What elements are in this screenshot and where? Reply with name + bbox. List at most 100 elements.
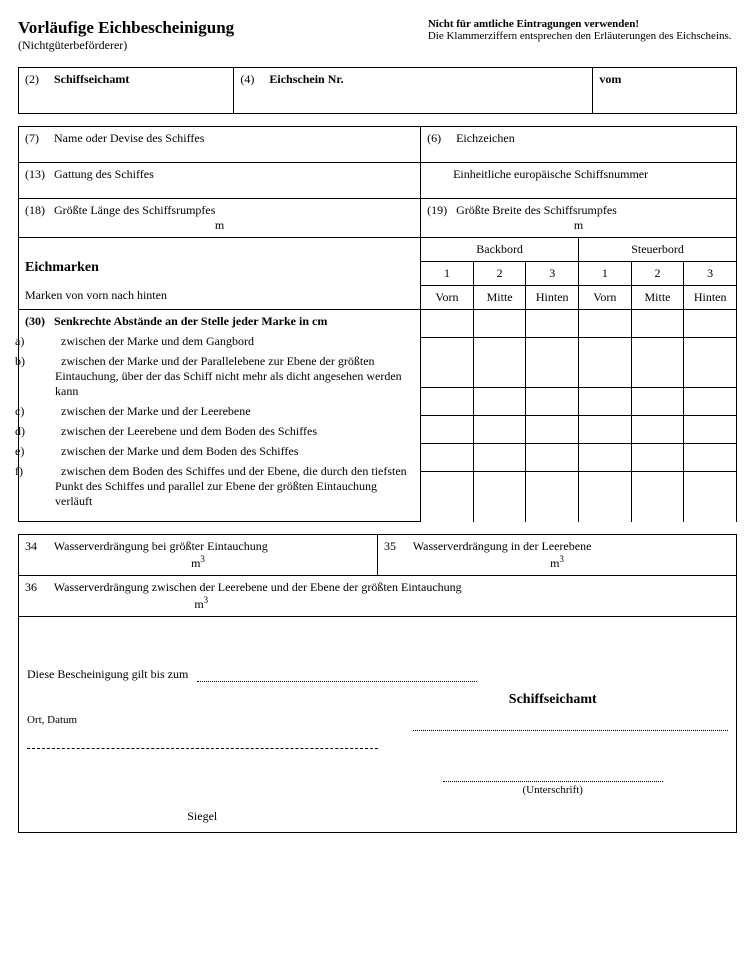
g-c6 — [684, 388, 737, 416]
num-13: (13) — [25, 167, 51, 182]
title-sub: (Nichtgüterbeförderer) — [18, 38, 428, 53]
eichmarken-subtitle: Marken von vorn nach hinten — [25, 288, 414, 303]
label-35: Wasserverdrängung in der Leerebene — [413, 539, 592, 553]
sig-right: Schiffseichamt (Unterschrift) — [378, 692, 729, 824]
cell-eichmarken-title: Eichmarken Marken von vorn nach hinten — [19, 238, 421, 310]
g-d4 — [579, 416, 632, 444]
label-34: Wasserverdrängung bei größter Eintauchun… — [54, 539, 268, 553]
g-d1 — [421, 416, 474, 444]
g-f6 — [684, 472, 737, 522]
num-6: (6) — [427, 131, 453, 146]
cell-36: 36 Wasserverdrängung zwischen der Leereb… — [19, 576, 737, 617]
num-19: (19) — [427, 203, 453, 218]
g-e6 — [684, 444, 737, 472]
num-35: 35 — [384, 539, 410, 554]
num-7: (7) — [25, 131, 51, 146]
g-e2 — [473, 444, 526, 472]
g-e1 — [421, 444, 474, 472]
g-c2 — [473, 388, 526, 416]
cell-name-devise: (7) Name oder Devise des Schiffes — [19, 127, 421, 163]
dotted-line-right — [413, 730, 728, 731]
header-right: Nicht für amtliche Eintragungen verwende… — [428, 18, 737, 53]
document-header: Vorläufige Eichbescheinigung (Nichtgüter… — [18, 18, 737, 53]
g-d5 — [631, 416, 684, 444]
g-a4 — [579, 310, 632, 338]
item-30e: zwischen der Marke und dem Boden des Sch… — [61, 444, 298, 458]
g-a6 — [684, 310, 737, 338]
head-backbord: Backbord — [421, 238, 579, 262]
label-eni: Einheitliche europäische Schiffsnummer — [427, 167, 648, 181]
g-e5 — [631, 444, 684, 472]
valid-until: Diese Bescheinigung gilt bis zum — [27, 667, 728, 682]
label-name-devise: Name oder Devise des Schiffes — [54, 131, 204, 145]
schiffseichamt-label: Schiffseichamt — [378, 692, 729, 708]
pos-s-mitte: Mitte — [631, 286, 684, 310]
unit-35: m3 — [384, 554, 730, 571]
col-b2: 2 — [473, 262, 526, 286]
g-e3 — [526, 444, 579, 472]
header-notice-bold: Nicht für amtliche Eintragungen verwende… — [428, 18, 737, 30]
cell-gattung: (13) Gattung des Schiffes — [19, 163, 421, 199]
cell-eichzeichen: (6) Eichzeichen — [421, 127, 737, 163]
g-c3 — [526, 388, 579, 416]
num-36: 36 — [25, 580, 51, 595]
g-f2 — [473, 472, 526, 522]
table-block2: (7) Name oder Devise des Schiffes (6) Ei… — [18, 126, 737, 238]
cell-laenge: (18) Größte Länge des Schiffsrumpfes m — [19, 199, 421, 238]
pos-b-vorn: Vorn — [421, 286, 474, 310]
cell-35: 35 Wasserverdrängung in der Leerebene m3 — [378, 535, 737, 576]
col-s2: 2 — [631, 262, 684, 286]
col-b1: 1 — [421, 262, 474, 286]
g-f4 — [579, 472, 632, 522]
g-d6 — [684, 416, 737, 444]
col-b3: 3 — [526, 262, 579, 286]
unit-34: m3 — [25, 554, 371, 571]
cell-34: 34 Wasserverdrängung bei größter Eintauc… — [19, 535, 378, 576]
g-d3 — [526, 416, 579, 444]
footer-block: Diese Bescheinigung gilt bis zum Ort, Da… — [18, 617, 737, 833]
ort-datum: Ort, Datum — [27, 714, 378, 726]
cell-breite: (19) Größte Breite des Schiffsrumpfes m — [421, 199, 737, 238]
table-eichmarken: Eichmarken Marken von vorn nach hinten B… — [18, 238, 737, 522]
header-notice-text: Die Klammerziffern entsprechen den Erläu… — [428, 30, 737, 42]
cell-eni: Einheitliche europäische Schiffsnummer — [421, 163, 737, 199]
cell-eichschein: (4) Eichschein Nr. — [234, 68, 593, 114]
g-f3 — [526, 472, 579, 522]
table-block1: (2) Schiffseichamt (4) Eichschein Nr. vo… — [18, 67, 737, 114]
label-36: Wasserverdrängung zwischen der Leerebene… — [54, 580, 462, 594]
label-vom: vom — [599, 72, 621, 86]
item-30f: zwischen dem Boden des Schiffes und der … — [55, 464, 407, 508]
g-a5 — [631, 310, 684, 338]
num-18: (18) — [25, 203, 51, 218]
title-main: Vorläufige Eichbescheinigung — [18, 18, 428, 38]
item-30c: zwischen der Marke und der Leerebene — [61, 404, 251, 418]
sig-left: Ort, Datum Siegel — [27, 692, 378, 824]
num-34: 34 — [25, 539, 51, 554]
label-gattung: Gattung des Schiffes — [54, 167, 154, 181]
g-c5 — [631, 388, 684, 416]
eichmarken-title: Eichmarken — [25, 260, 414, 276]
signature-area: Ort, Datum Siegel Schiffseichamt (Unters… — [27, 692, 728, 824]
list-30: a)zwischen der Marke und dem Gangbord b)… — [25, 334, 414, 509]
siegel-label: Siegel — [27, 809, 378, 824]
title-30: Senkrechte Abstände an der Stelle jeder … — [54, 314, 327, 328]
col-s3: 3 — [684, 262, 737, 286]
pos-b-hinten: Hinten — [526, 286, 579, 310]
label-eichzeichen: Eichzeichen — [456, 131, 515, 145]
g-f1 — [421, 472, 474, 522]
g-d2 — [473, 416, 526, 444]
g-c4 — [579, 388, 632, 416]
dotted-line-valid — [197, 681, 477, 682]
g-b5 — [631, 338, 684, 388]
g-f5 — [631, 472, 684, 522]
cell-vom: vom — [593, 68, 737, 114]
unit-laenge: m — [25, 218, 414, 233]
signature-line — [443, 781, 663, 782]
table-displacement: 34 Wasserverdrängung bei größter Eintauc… — [18, 534, 737, 617]
header-left: Vorläufige Eichbescheinigung (Nichtgüter… — [18, 18, 428, 53]
unit-36: m3 — [25, 595, 378, 612]
item-30d: zwischen der Leerebene und dem Boden des… — [61, 424, 317, 438]
item-30a: zwischen der Marke und dem Gangbord — [61, 334, 254, 348]
pos-s-vorn: Vorn — [579, 286, 632, 310]
pos-s-hinten: Hinten — [684, 286, 737, 310]
